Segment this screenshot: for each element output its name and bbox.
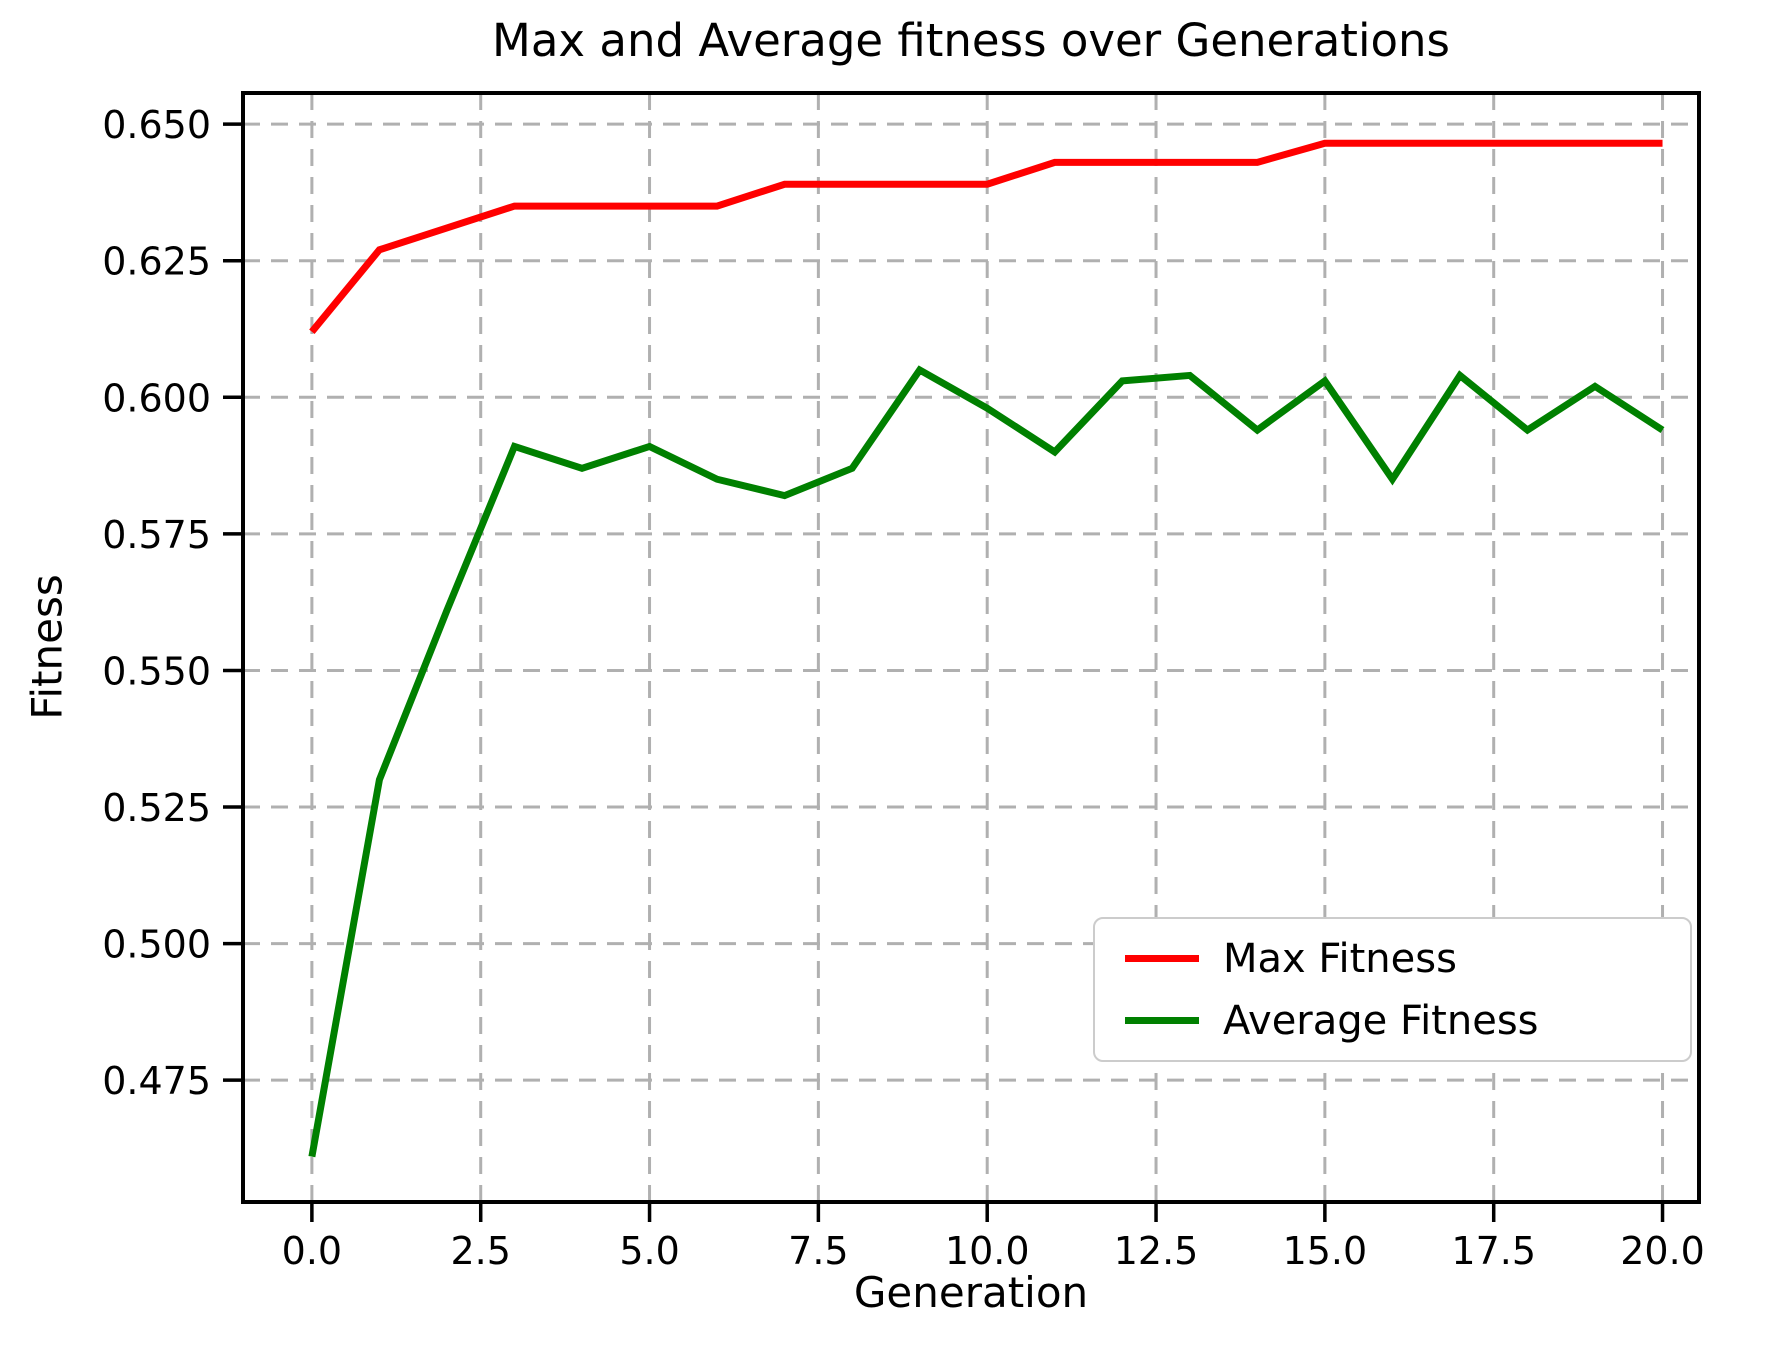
y-tick-label: 0.625 [102,240,211,284]
x-tick-label: 10.0 [945,1229,1030,1273]
x-tick-label: 5.0 [619,1229,679,1273]
x-tick-label: 15.0 [1283,1229,1368,1273]
legend-line-swatch-average-fitness [1125,1017,1199,1024]
chart-title: Max and Average fitness over Generations [492,14,1450,67]
legend-label-max-fitness: Max Fitness [1223,935,1457,982]
y-tick-label: 0.525 [102,786,211,830]
y-axis-label: Fitness [22,574,72,720]
legend-label-average-fitness: Average Fitness [1223,997,1539,1044]
y-tick-label: 0.650 [102,103,211,147]
x-tick-label: 0.0 [282,1229,342,1273]
y-tick-label: 0.575 [102,513,211,557]
y-tick-label: 0.500 [102,923,211,967]
series-line-max-fitness [309,139,1663,334]
y-tick-label: 0.475 [102,1059,211,1103]
x-tick-label: 20.0 [1620,1229,1705,1273]
plot-border [241,91,1701,1204]
x-tick-label: 7.5 [788,1229,848,1273]
legend-item-max-fitness: Max Fitness [1125,936,1690,982]
y-tick-label: 0.550 [102,649,211,693]
x-axis-label: Generation [853,1268,1089,1317]
legend-line-swatch-max-fitness [1125,955,1199,962]
series-line-average-fitness [308,365,1665,1158]
x-tick-label: 17.5 [1451,1229,1536,1273]
legend: Max Fitness Average Fitness [1093,917,1692,1062]
legend-item-average-fitness: Average Fitness [1125,998,1690,1044]
x-tick-label: 12.5 [1114,1229,1199,1273]
x-tick-label: 2.5 [450,1229,510,1273]
y-tick-label: 0.600 [102,376,211,420]
